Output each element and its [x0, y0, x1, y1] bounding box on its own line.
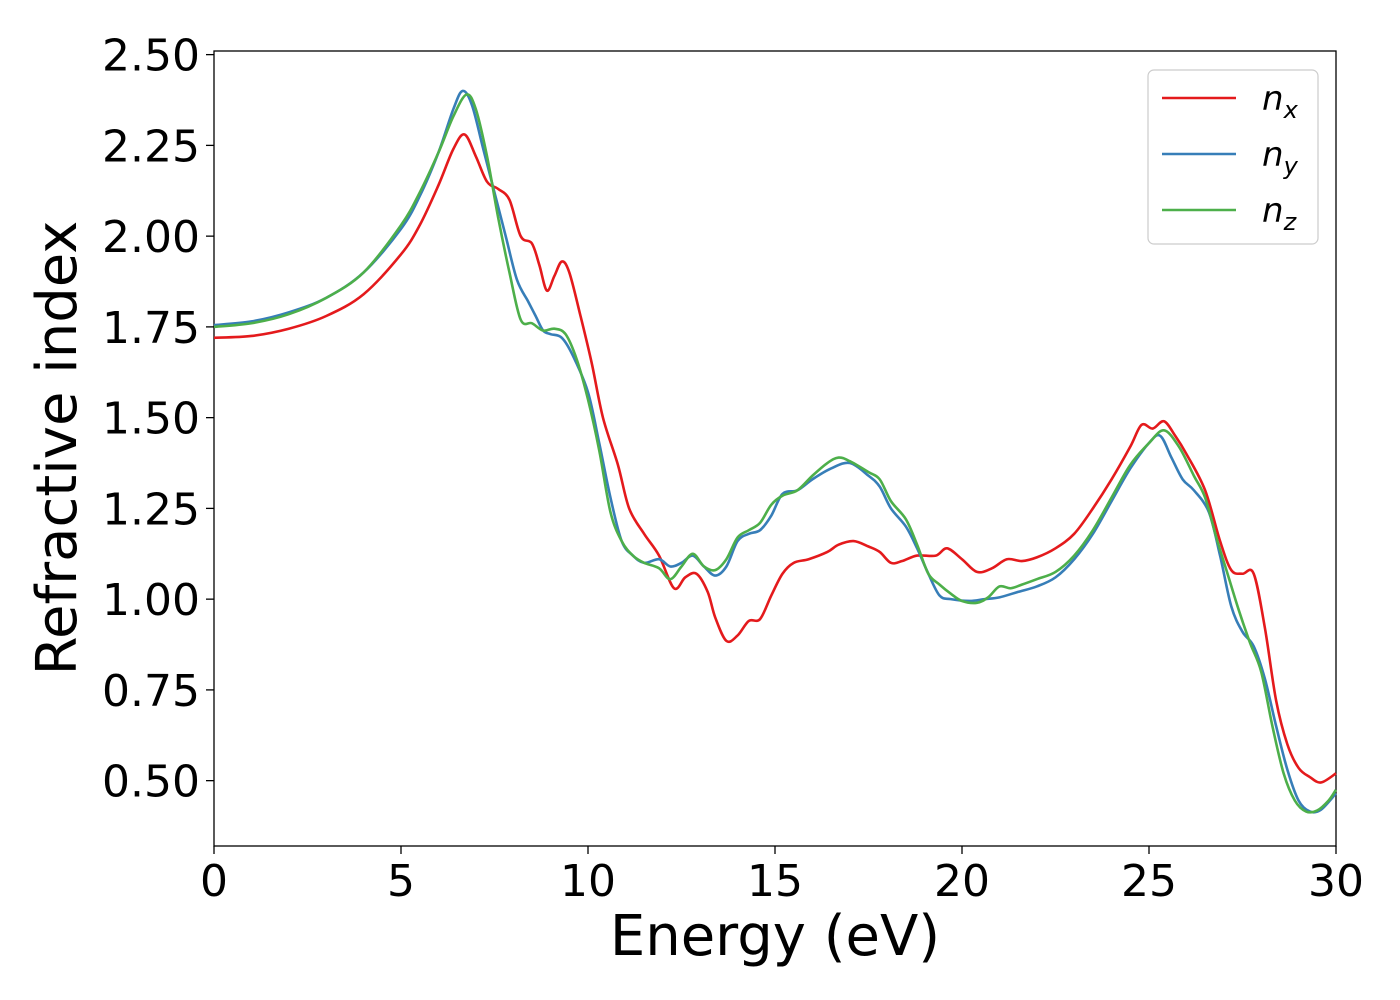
y-axis: 0.50 0.75 1.00 1.25 1.50 1.75 2.00 2.25 2.50	[102, 31, 214, 808]
series-line-y	[213, 89, 1337, 814]
x-tick-label: 25	[1121, 856, 1177, 907]
y-tick-label: 2.00	[102, 212, 200, 263]
legend-label-y: ny	[1262, 135, 1299, 180]
y-tick-label: 0.75	[102, 666, 200, 717]
legend: nx ny nz	[1147, 69, 1319, 245]
y-tick-label: 1.50	[102, 394, 200, 445]
x-tick-label: 10	[560, 856, 616, 907]
y-tick-label: 0.50	[102, 757, 200, 808]
x-axis-title: Energy (eV)	[610, 904, 940, 969]
y-tick-label: 1.00	[102, 575, 200, 626]
series-line-x	[213, 133, 1337, 784]
series-group	[213, 89, 1338, 814]
legend-box	[1147, 69, 1319, 245]
x-tick-label: 20	[934, 856, 990, 907]
y-axis-title: Refractive index	[25, 221, 90, 676]
legend-label-z: nz	[1262, 191, 1298, 236]
x-tick-label: 15	[747, 856, 803, 907]
legend-label-x: nx	[1262, 79, 1299, 124]
y-tick-label: 2.50	[102, 31, 200, 82]
x-tick-label: 5	[387, 856, 415, 907]
x-axis: 0 5 10 15 20 25 30	[200, 846, 1364, 907]
x-tick-label: 30	[1308, 856, 1364, 907]
y-tick-label: 1.75	[102, 303, 200, 354]
y-tick-label: 2.25	[102, 121, 200, 172]
y-tick-label: 1.25	[102, 484, 200, 535]
series-line-z	[213, 93, 1338, 814]
x-tick-label: 0	[200, 856, 228, 907]
